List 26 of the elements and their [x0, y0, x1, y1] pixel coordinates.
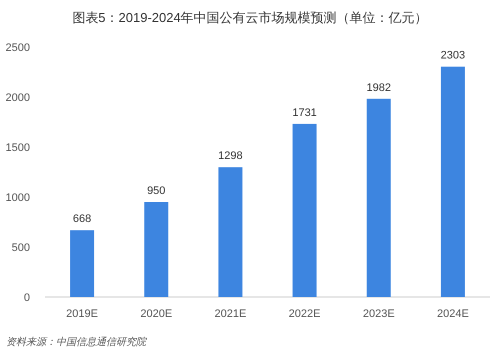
y-tick-label: 1000 — [6, 192, 30, 204]
data-label: 1298 — [218, 150, 243, 162]
data-label: 2303 — [440, 50, 466, 62]
y-tick-label: 500 — [12, 242, 30, 254]
data-label: 1731 — [292, 106, 317, 119]
bar — [144, 202, 168, 297]
chart-title: 图表5：2019-2024年中国公有云市场规模预测（单位：亿元） — [72, 10, 428, 25]
bar — [70, 230, 94, 297]
x-tick-label: 2022E — [288, 308, 320, 320]
bar — [366, 98, 391, 297]
x-tick-label: 2023E — [362, 308, 395, 320]
y-tick-label: 2000 — [6, 92, 30, 104]
bar — [292, 124, 317, 297]
data-label: 668 — [72, 213, 92, 226]
x-tick-label: 2021E — [214, 308, 246, 320]
bar — [440, 66, 465, 297]
data-label: 1982 — [366, 82, 391, 94]
y-tick-label: 0 — [24, 292, 30, 304]
data-label: 950 — [147, 185, 166, 197]
y-tick-label: 1500 — [6, 142, 30, 154]
x-tick-label: 2020E — [140, 308, 172, 320]
bar — [218, 167, 242, 297]
x-tick-label: 2024E — [437, 308, 469, 320]
x-tick-label: 2019E — [66, 308, 98, 320]
y-tick-label: 2500 — [6, 42, 30, 54]
text: 资料来源：中国信息通信研究院 — [6, 336, 148, 348]
